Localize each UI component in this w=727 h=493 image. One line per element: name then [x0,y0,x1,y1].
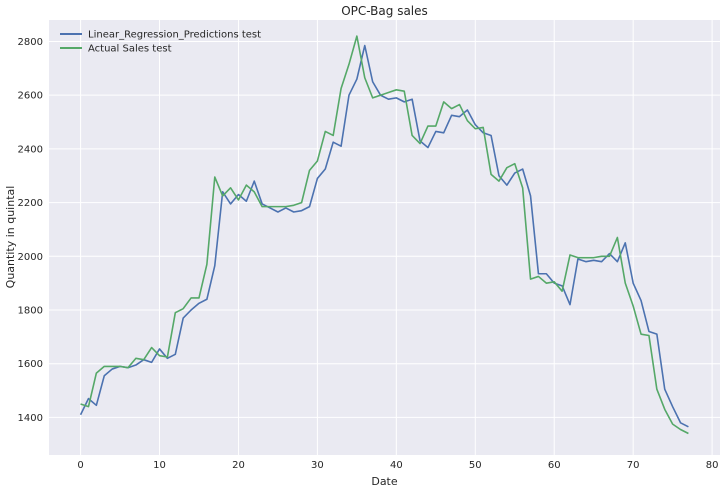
x-tick-label: 80 [706,460,719,471]
y-tick-label: 2000 [18,252,43,263]
plot-area [49,20,720,455]
y-tick-label: 1800 [18,306,43,317]
x-axis-label: Date [371,475,398,488]
x-tick-label: 60 [548,460,561,471]
legend: Linear_Regression_Predictions test Actua… [60,30,261,55]
x-tick-label: 70 [627,460,640,471]
y-axis-label: Quantity in quintal [4,186,17,289]
series-line-actual [80,35,689,435]
y-tick-label: 2400 [18,144,43,155]
y-tick-label: 1600 [18,359,43,370]
y-tick-label: 1400 [18,413,43,424]
x-tick-label: 10 [153,460,166,471]
chart-title: OPC-Bag sales [341,4,428,18]
x-gridlines [80,20,713,455]
x-tick-label: 20 [232,460,245,471]
x-tick-label: 0 [77,460,83,471]
x-tick-label: 50 [469,460,482,471]
x-tick-label: 40 [390,460,403,471]
y-tick-label: 2200 [18,198,43,209]
y-tick-label: 2600 [18,91,43,102]
x-tick-labels: 0 10 20 30 40 50 60 70 80 [77,460,718,471]
y-tick-labels: 1400 1600 1800 2000 2200 2400 2600 2800 [18,37,43,424]
series-lines [79,35,689,435]
y-tick-label: 2800 [18,37,43,48]
legend-label-actual: Actual Sales test [88,44,172,55]
x-tick-label: 30 [311,460,324,471]
legend-label-predictions: Linear_Regression_Predictions test [88,30,261,41]
series-line-predictions [79,44,689,428]
